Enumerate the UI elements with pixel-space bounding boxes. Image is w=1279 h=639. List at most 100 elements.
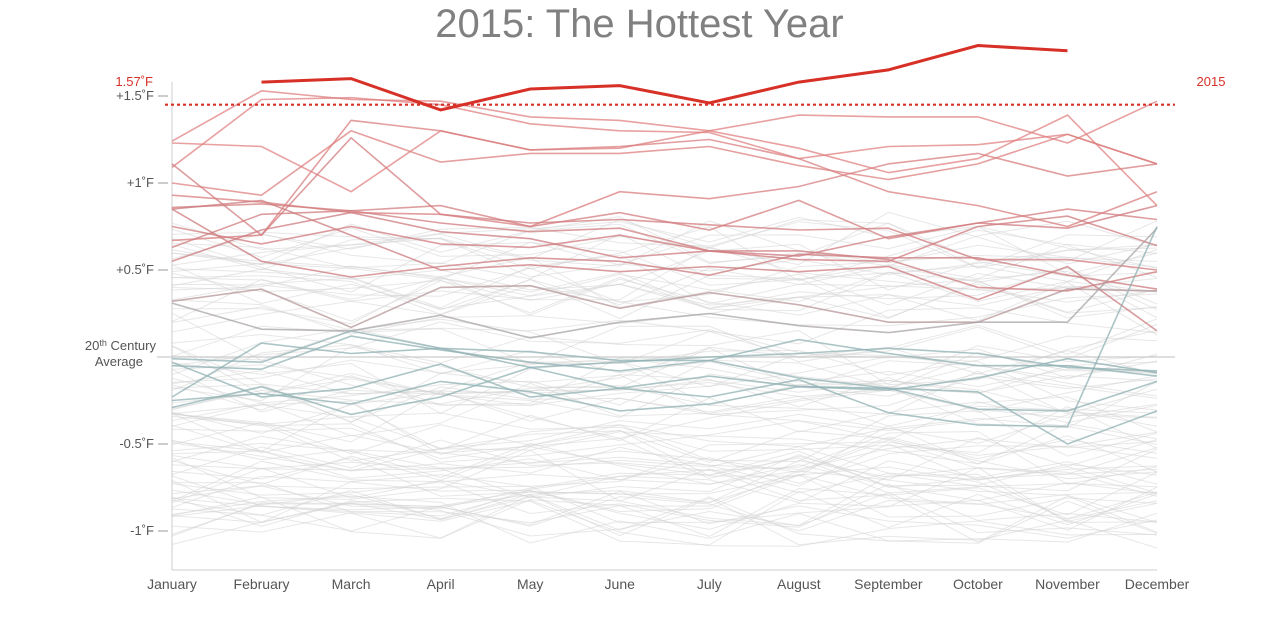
x-tick-label: September [854,576,923,592]
background-year-line [171,254,1158,309]
series-line [171,342,1158,398]
background-year-line [171,491,1158,537]
background-year-line [171,460,1158,502]
background-year-line [171,386,1158,427]
series-line [171,119,1158,242]
y-tick-label: -0.5˚F [119,436,154,451]
series-line [171,226,1158,428]
x-tick-label: April [427,576,455,592]
background-year-line [171,344,1158,392]
series-line [171,357,1158,416]
series-2015-line [261,43,1068,112]
highlighted-years-group [171,89,1158,445]
background-year-line [171,448,1158,502]
background-year-line [171,312,1158,365]
background-year-line [171,439,1158,475]
y-tick-label: +1˚F [127,175,154,190]
background-year-line [171,457,1158,509]
x-tick-label: June [605,576,636,592]
background-year-line [171,424,1158,470]
background-year-line [171,474,1158,524]
series-line [171,152,1158,228]
background-year-line [171,216,1158,269]
background-year-line [171,494,1158,549]
baseline-label-line2: Average [95,354,143,369]
series-line [171,284,1158,329]
x-tick-label: October [953,576,1003,592]
background-year-line [171,233,1158,282]
series-line [171,199,1158,332]
background-year-line [171,405,1158,454]
background-year-line [171,218,1158,269]
series-line [171,96,1158,168]
background-year-line [171,454,1158,502]
series-line [171,199,1158,240]
series-line [171,380,1158,445]
x-tick-label: July [697,576,722,592]
series-2015-label: 2015 [1197,74,1226,89]
series-line [171,209,1158,263]
background-year-line [171,490,1158,539]
series-line [171,89,1158,207]
background-year-line [171,490,1158,546]
x-tick-label: January [147,576,197,592]
background-year-line [171,225,1158,281]
background-year-line [171,441,1158,495]
background-year-line [171,264,1158,310]
background-year-line [171,421,1158,477]
series-line [171,330,1158,377]
series-line [171,211,1158,292]
background-year-line [171,437,1158,481]
background-years-group [171,211,1158,549]
background-year-line [171,499,1158,547]
background-year-line [171,397,1158,452]
background-year-line [171,270,1158,322]
background-year-line [171,430,1158,480]
background-year-line [171,481,1158,528]
background-year-line [171,457,1158,504]
background-year-line [171,254,1158,303]
chart-title: 2015: The Hottest Year [435,2,844,46]
series-line [171,100,1158,193]
background-year-line [171,469,1158,520]
background-year-line [171,466,1158,520]
background-year-line [171,265,1158,316]
background-year-line [171,473,1158,520]
x-tick-label: August [777,576,821,592]
x-tick-label: December [1125,576,1190,592]
background-year-line [171,360,1158,415]
background-year-line [171,318,1158,364]
background-year-line [171,246,1158,302]
background-year-line [171,252,1158,308]
background-year-line [171,431,1158,484]
y-tick-label: +1.5˚F [116,88,154,103]
background-year-line [171,487,1158,543]
y-tick-label: +0.5˚F [116,262,154,277]
baseline-label-line1: 20th Century [85,338,157,353]
series-line [171,335,1158,412]
x-tick-label: November [1035,576,1100,592]
reference-value-label: 1.57˚F [115,74,153,89]
background-year-line [171,284,1158,333]
series-line [171,208,1158,290]
y-tick-label: -1˚F [130,523,154,538]
background-year-line [171,495,1158,544]
series-line [171,136,1158,271]
background-year-line [171,494,1158,543]
background-year-line [171,379,1158,418]
series-line [171,129,1158,197]
background-year-line [171,221,1158,269]
x-tick-label: February [234,576,290,592]
background-year-line [171,265,1158,303]
series-line [171,227,1158,339]
background-year-line [171,410,1158,463]
background-year-line [171,441,1158,494]
background-year-line [171,345,1158,386]
background-year-line [171,346,1158,395]
background-year-line [171,280,1158,322]
x-tick-label: March [332,576,371,592]
x-tick-label: May [517,576,543,592]
background-year-line [171,306,1158,345]
